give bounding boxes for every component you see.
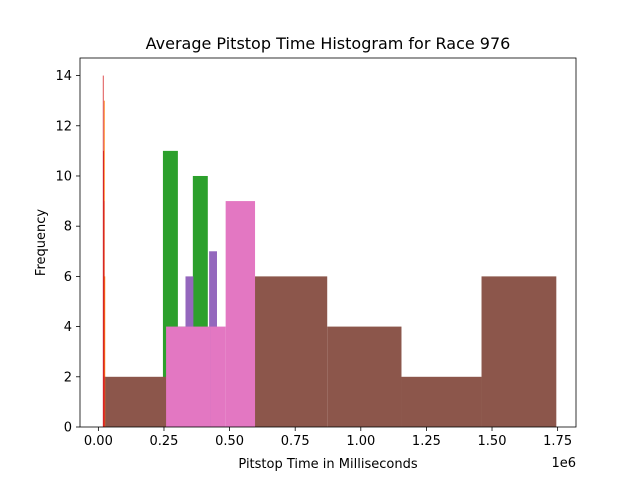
y-tick-label: 4 <box>64 320 72 335</box>
x-tick-label: 0.75 <box>281 434 310 449</box>
y-tick-label: 6 <box>64 270 72 285</box>
histogram-bar-series-7-bin-2 <box>210 326 226 427</box>
y-tick-label: 0 <box>64 421 72 436</box>
histogram-bar-series-6-bin-5 <box>481 276 557 427</box>
y-tick-label: 8 <box>64 220 72 235</box>
axes-frame <box>79 57 577 428</box>
histogram-bars <box>102 75 557 428</box>
y-tick-label: 2 <box>64 370 72 385</box>
histogram-bar-series-4-bin-3 <box>103 201 105 427</box>
x-tick-label: 1.75 <box>543 434 572 449</box>
x-axis-label: Pitstop Time in Milliseconds <box>238 457 417 472</box>
y-axis-label: Frequency <box>34 209 49 276</box>
histogram-bar-series-6-bin-4 <box>401 376 482 427</box>
y-tick-label: 12 <box>55 119 72 134</box>
histogram-bar-series-7-bin-1 <box>166 326 211 427</box>
histogram-bar-series-4-bin-4 <box>104 376 105 427</box>
histogram-bar-series-7-bin-3 <box>225 201 256 427</box>
y-tick-label: 10 <box>55 169 72 184</box>
x-axis-ticks: 0.00 0.25 0.50 0.75 1.00 1.25 1.50 1.75 <box>84 427 572 449</box>
x-tick-label: 0.25 <box>150 434 179 449</box>
y-axis-ticks: 0 2 4 6 8 10 12 14 <box>55 69 80 436</box>
chart-title: Average Pitstop Time Histogram for Race … <box>146 34 511 53</box>
x-tick-label: 1.50 <box>478 434 507 449</box>
histogram-bar-series-6-bin-2 <box>253 276 328 427</box>
x-tick-label: 1.25 <box>412 434 441 449</box>
histogram-bar-series-6-bin-3 <box>327 326 402 427</box>
x-tick-label: 0.00 <box>84 434 113 449</box>
y-tick-label: 14 <box>55 69 72 84</box>
x-axis-offset-label: 1e6 <box>551 456 576 471</box>
histogram-bar-series-2-bin-2 <box>104 276 106 427</box>
x-tick-label: 0.50 <box>215 434 244 449</box>
x-tick-label: 1.00 <box>346 434 375 449</box>
